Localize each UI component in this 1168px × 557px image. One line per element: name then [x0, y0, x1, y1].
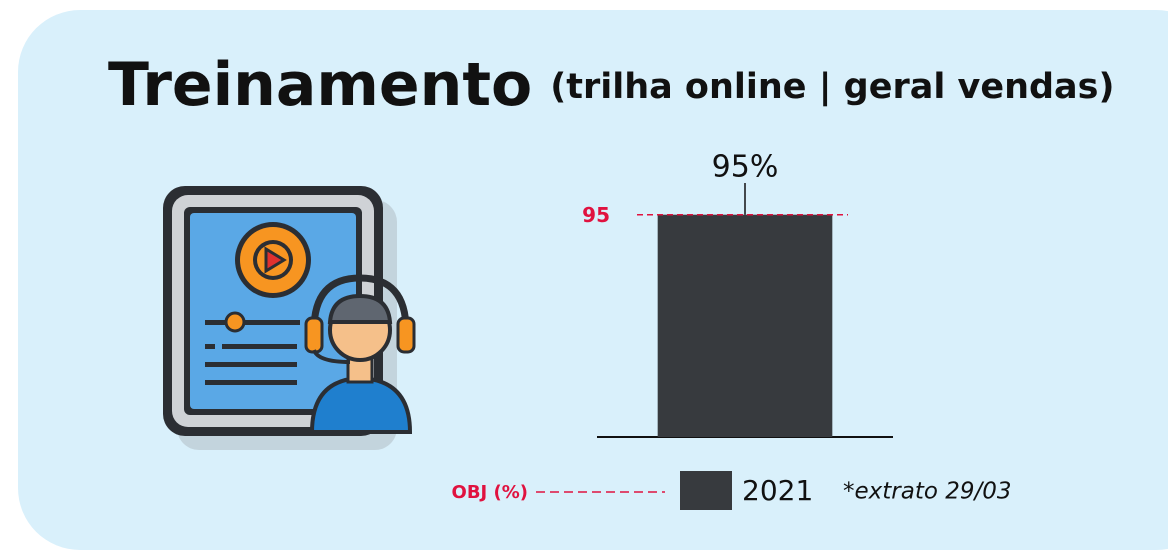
subtitle: (trilha online | geral vendas) — [550, 67, 1114, 107]
title-text: Treinamento — [108, 50, 532, 120]
value-label: 95% — [712, 150, 779, 185]
page: {"chart_data": {"type": "bar", "title": … — [0, 0, 1168, 557]
icon — [163, 186, 414, 450]
target-label: 95 — [582, 203, 610, 227]
legend-label: 2021 — [742, 474, 813, 507]
legend-target: OBJ (%) — [452, 482, 528, 503]
bar — [658, 215, 833, 437]
body: Treinamento (trilha online | geral vendas… — [0, 0, 1168, 557]
chart: Treinamento (trilha online | geral vendas… — [0, 0, 1168, 557]
note: *extrato 29/03 — [843, 479, 1012, 505]
legend-swatch — [680, 471, 732, 510]
